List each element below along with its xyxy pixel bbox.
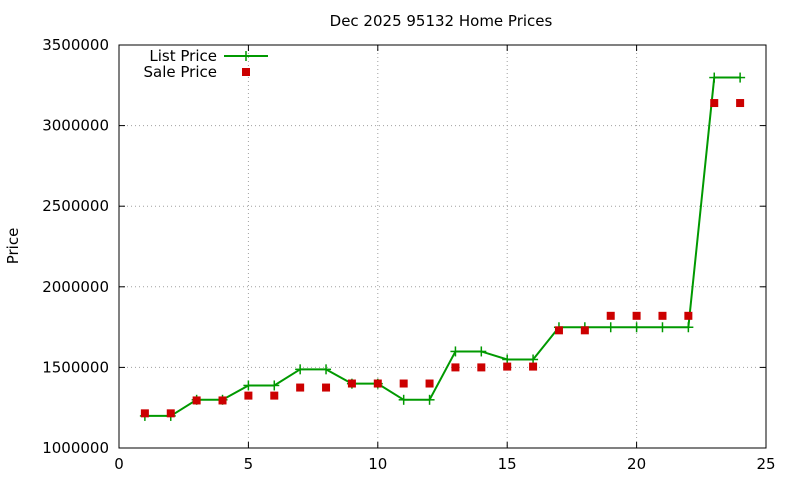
series-list-price (139, 72, 746, 421)
x-tick-label: 20 (627, 455, 646, 473)
y-tick-label: 3000000 (42, 117, 109, 135)
y-tick-label: 3500000 (42, 36, 109, 54)
sale-price-point (347, 379, 356, 388)
legend-marker-sale-price (242, 68, 250, 76)
sale-price-point (140, 409, 149, 418)
legend-label-list-price: List Price (149, 47, 217, 65)
sale-price-point (192, 396, 201, 405)
sale-price-point (373, 379, 382, 388)
list-price-point (321, 364, 332, 375)
y-tick-label: 1500000 (42, 358, 109, 376)
sale-price-point (477, 363, 486, 372)
x-tick-label: 5 (244, 455, 254, 473)
list-price-point (735, 72, 746, 83)
sale-price-point (425, 379, 434, 388)
sale-price-point (632, 311, 641, 320)
x-tick-label: 25 (756, 455, 775, 473)
list-price-point (450, 346, 461, 357)
sale-price-point (529, 362, 538, 371)
plot-frame (118, 44, 767, 449)
x-tick-label: 15 (498, 455, 517, 473)
y-tick-label: 2000000 (42, 278, 109, 296)
legend-marker-list-price (241, 51, 251, 61)
y-axis-label: Price (4, 228, 22, 265)
sale-price-point (451, 363, 460, 372)
gridlines (119, 45, 766, 448)
series-sale-price (140, 99, 745, 418)
sale-price-point (166, 409, 175, 418)
series (139, 72, 746, 421)
sale-price-point (399, 379, 408, 388)
list-price-point (243, 380, 254, 391)
list-price-point (683, 322, 694, 333)
y-tick-label: 1000000 (42, 439, 109, 457)
sale-price-point (218, 396, 227, 405)
list-price-point (605, 322, 616, 333)
sale-price-point (710, 99, 719, 108)
x-tick-label: 0 (114, 455, 124, 473)
sale-price-point (580, 326, 589, 335)
list-price-point (657, 322, 668, 333)
sale-price-point (296, 383, 305, 392)
sale-price-point (503, 362, 512, 371)
y-tick-label: 2500000 (42, 197, 109, 215)
list-price-point (295, 364, 306, 375)
list-price-line (144, 76, 741, 417)
legend-label-sale-price: Sale Price (144, 63, 217, 81)
sale-price-point (554, 326, 563, 335)
sale-price-point (736, 99, 745, 108)
sale-price-point (244, 391, 253, 400)
list-price-point (631, 322, 642, 333)
sale-price-point (606, 311, 615, 320)
list-price-point (476, 346, 487, 357)
axis-ticks: 0 5 10 15 20 25 1000000 1500000 2000000 2500000 30… (42, 36, 775, 473)
sale-price-point (270, 391, 279, 400)
sale-price-point (658, 311, 667, 320)
list-price-point (269, 380, 280, 391)
list-price-point (709, 72, 720, 83)
list-price-point (424, 394, 435, 405)
chart-title: Dec 2025 95132 Home Prices (330, 12, 553, 30)
x-tick-label: 10 (368, 455, 387, 473)
list-price-point (398, 394, 409, 405)
sale-price-point (322, 383, 331, 392)
sale-price-point (684, 311, 693, 320)
